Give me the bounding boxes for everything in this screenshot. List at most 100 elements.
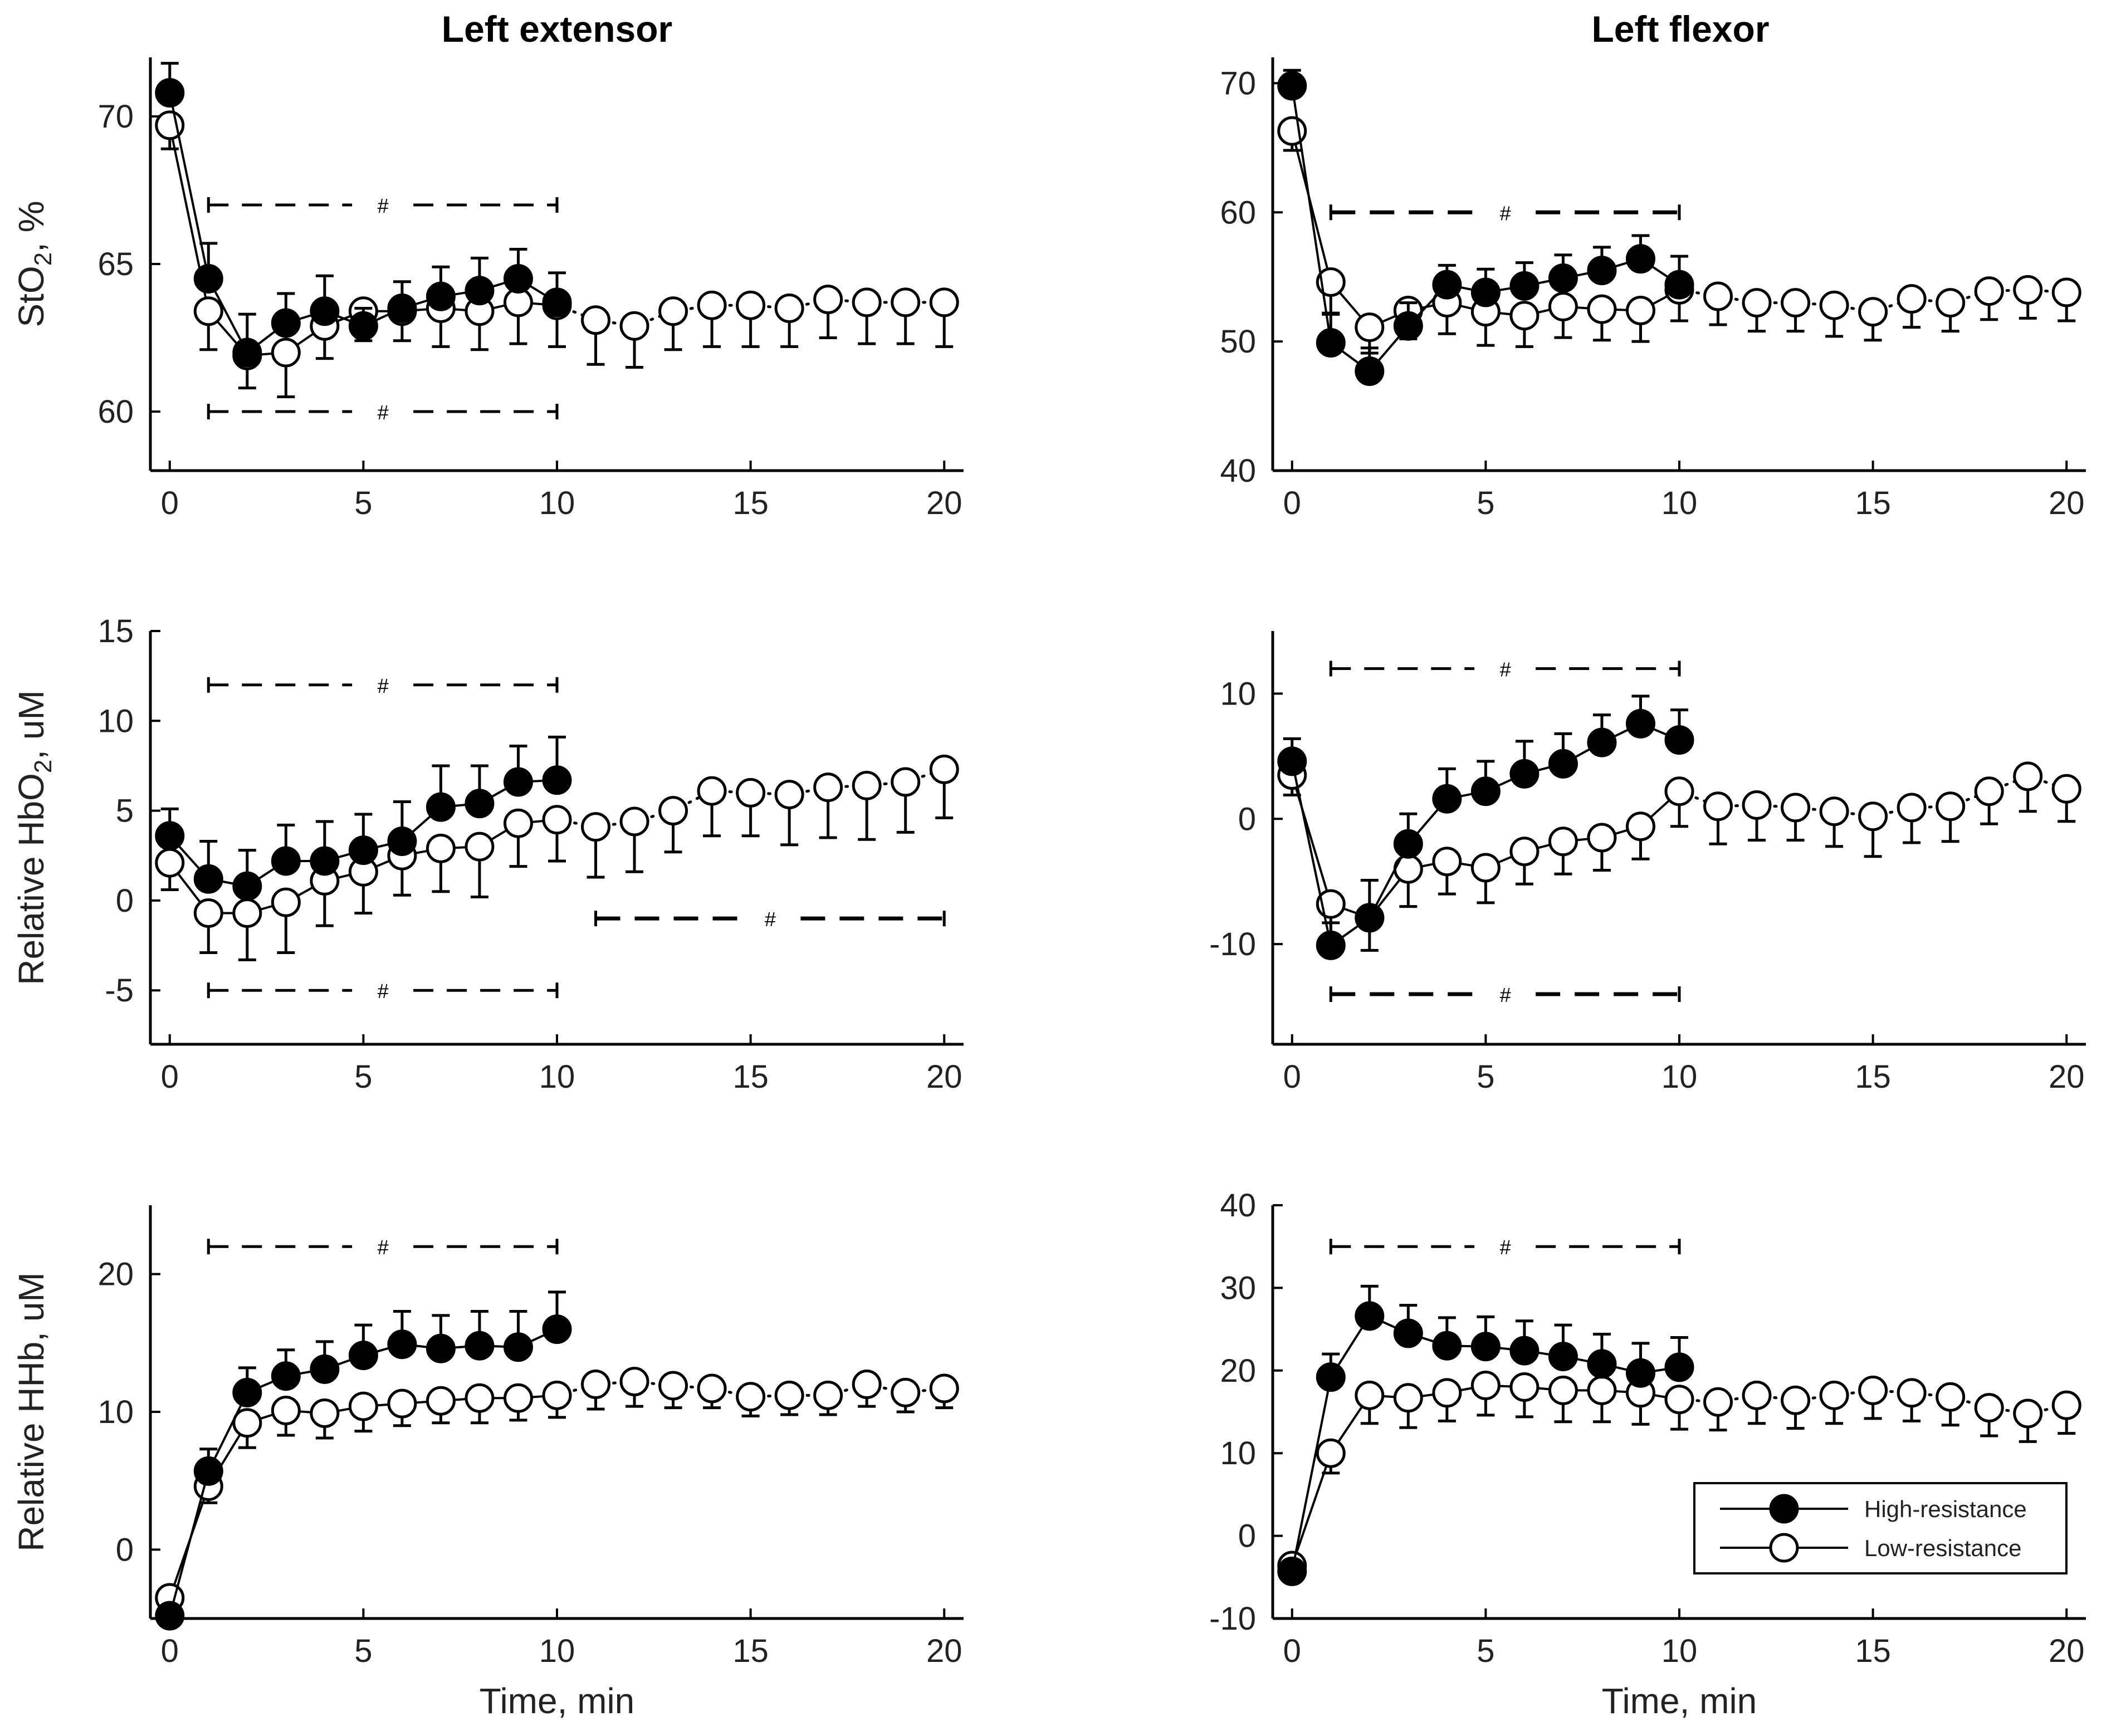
series-line-segment — [633, 809, 675, 823]
series-line-segment — [1678, 1398, 1720, 1404]
data-point-low — [1470, 853, 1501, 883]
data-point-low — [736, 777, 766, 808]
data-point-high — [1355, 1301, 1385, 1331]
series-line-segment — [827, 784, 868, 789]
data-point-low — [1664, 1385, 1694, 1415]
significance-bracket: # — [207, 674, 559, 697]
series-high-resistance — [155, 1290, 572, 1631]
data-point-low — [1897, 1378, 1927, 1408]
data-point-low — [1781, 793, 1811, 823]
x-tick-label: 0 — [1283, 1059, 1301, 1095]
data-point-low — [1355, 312, 1385, 343]
data-point-low — [581, 812, 611, 842]
series-line-segment — [1755, 1393, 1797, 1402]
series-line-segment — [788, 786, 830, 796]
series-line-segment — [749, 1393, 791, 1398]
significance-symbol: # — [1499, 984, 1511, 1006]
x-axis-label: Time, min — [1602, 1681, 1757, 1721]
series-line-segment — [1871, 297, 1913, 314]
x-tick-label: 0 — [1283, 1633, 1301, 1669]
data-point-high — [271, 846, 301, 876]
y-axis-label: Relative HbO2, uM — [11, 690, 57, 985]
data-point-high — [503, 264, 533, 294]
data-point-high — [348, 311, 378, 341]
data-point-high — [310, 1354, 340, 1384]
data-point-low — [1316, 1438, 1346, 1468]
significance-symbol: # — [1499, 202, 1511, 224]
data-point-low — [1936, 791, 1966, 821]
data-point-low — [1936, 288, 1966, 318]
data-point-high — [310, 296, 340, 326]
panel-6: -10 0 10 20 30 40 0 5 10 15 20 Time, min # — [1209, 1187, 2086, 1721]
series-high-resistance — [1277, 695, 1694, 960]
data-point-low — [1936, 1382, 1966, 1412]
data-point-high — [1470, 1332, 1501, 1362]
data-point-low — [1819, 1380, 1849, 1410]
series-line-segment — [904, 1387, 946, 1394]
series-line-segment — [1832, 1388, 1875, 1397]
data-point-low — [2013, 275, 2043, 305]
series-low-resistance — [1277, 116, 2081, 355]
series-line-segment — [1291, 1376, 1332, 1573]
series-line-segment — [594, 319, 636, 327]
data-point-low — [1625, 811, 1655, 842]
series-line-segment — [594, 1380, 636, 1386]
y-tick-label: 40 — [1220, 1187, 1256, 1224]
data-point-low — [852, 770, 882, 800]
data-point-high — [542, 287, 572, 317]
x-tick-label: 20 — [926, 485, 962, 521]
data-point-high — [1587, 727, 1617, 757]
data-point-low — [232, 898, 262, 928]
series-line-segment — [2026, 288, 2068, 294]
data-point-low — [774, 780, 804, 810]
y-tick-label: 10 — [1220, 676, 1256, 712]
significance-bracket: # — [207, 194, 559, 217]
data-point-high — [1316, 1362, 1346, 1392]
series-line-segment — [904, 767, 946, 784]
series-line-segment — [1987, 1406, 2030, 1415]
data-point-low — [2051, 774, 2081, 804]
data-point-low — [465, 1383, 495, 1413]
data-point-low — [465, 832, 495, 862]
x-tick-label: 5 — [354, 1059, 372, 1095]
data-point-high — [1509, 1336, 1540, 1366]
data-point-low — [542, 805, 572, 835]
data-point-low — [619, 1367, 649, 1397]
panel-5: 0 10 20 0 5 10 15 20 Relative HHb, uM Time, min # — [11, 1205, 964, 1721]
data-point-low — [1587, 294, 1617, 324]
significance-bracket: # — [207, 401, 559, 424]
y-tick-label: 30 — [1220, 1270, 1256, 1306]
x-tick-label: 0 — [161, 1633, 179, 1669]
data-point-low — [1703, 791, 1733, 821]
significance-symbol: # — [1499, 1236, 1511, 1259]
data-point-high — [1432, 270, 1462, 300]
y-tick-label: 0 — [116, 883, 134, 919]
data-point-low — [774, 1380, 804, 1410]
significance-bracket: # — [1329, 202, 1681, 224]
x-tick-label: 0 — [161, 485, 179, 521]
data-point-low — [891, 287, 921, 317]
x-tick-label: 0 — [1283, 485, 1301, 521]
significance-symbol: # — [764, 908, 776, 931]
legend-label-high: High-resistance — [1864, 1496, 2027, 1522]
data-point-high — [387, 826, 417, 856]
series-line-segment — [2026, 1404, 2068, 1415]
legend: High-resistance Low-resistance — [1693, 1482, 2068, 1574]
y-tick-label: 70 — [1220, 65, 1256, 101]
y-axis-label: StO2, % — [11, 201, 57, 327]
data-point-low — [697, 290, 727, 320]
series-low-resistance — [155, 110, 959, 398]
y-tick-label: -10 — [1209, 926, 1256, 962]
x-tick-label: 20 — [926, 1059, 962, 1095]
data-point-high — [503, 767, 533, 797]
data-point-low — [155, 110, 185, 140]
series-line-segment — [1949, 290, 1991, 305]
y-tick-label: 10 — [97, 703, 134, 739]
x-tick-label: 5 — [1477, 1059, 1494, 1095]
data-point-low — [1819, 290, 1849, 320]
data-point-high — [348, 835, 378, 865]
data-point-high — [1393, 829, 1423, 859]
data-point-high — [1625, 244, 1655, 274]
